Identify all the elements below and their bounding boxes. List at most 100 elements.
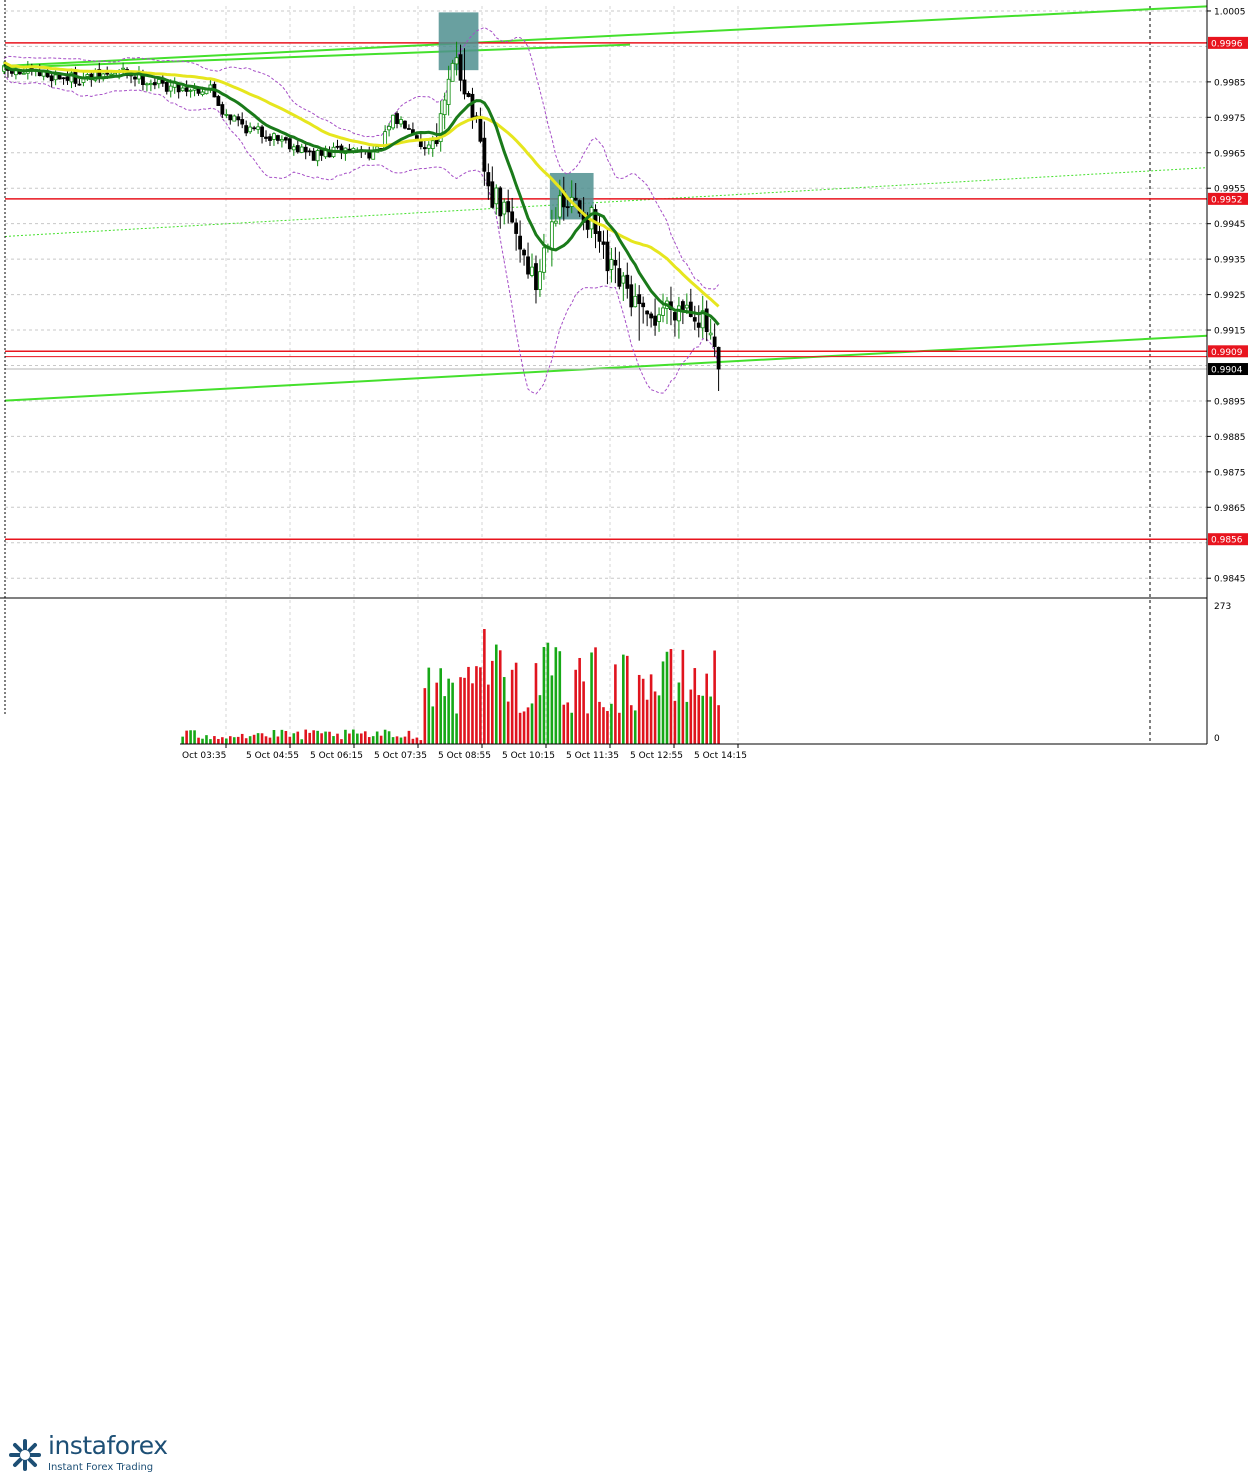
candle-body [641,302,646,308]
candle-body [395,113,399,124]
price-tick-label: 0.9935 [1214,256,1246,266]
candle-body [506,201,511,213]
volume-bar [181,736,184,744]
candle-body [478,118,483,142]
volume-bar [304,729,308,744]
volume-bar [280,729,284,744]
time-tick-label: 5 Oct 04:55 [246,751,299,761]
signal-zone [438,12,479,71]
forex-chart: 1.0005 0.9985 0.9975 0.9965 0.9955 0.9945 0.99… [0,0,1248,761]
lower-band [3,72,720,395]
volume-bar [256,733,260,744]
candle-body [601,241,606,245]
candle-body [673,312,677,321]
volume-bar [705,673,708,744]
candle-body [260,126,264,137]
time-tick-label: 5 Oct 07:35 [374,751,427,761]
volume-bar [383,729,387,744]
volume-bar [375,731,379,744]
price-tick-label: 0.9945 [1214,220,1246,230]
candle-body [514,222,519,234]
volume-bar [558,651,562,744]
candle-body [534,263,538,291]
candle-body [696,322,701,328]
candle-body [291,146,296,151]
candle-body [311,150,316,161]
volume-bar [574,669,577,744]
current-price-label: 0.9904 [1211,366,1243,376]
volume-bar [534,663,538,744]
moving-averages [3,60,720,326]
volume-bar [471,683,474,744]
candle-body [617,268,622,287]
candle-body [629,284,634,308]
volume-bar [213,736,216,744]
volume-bar [185,730,188,744]
candle-body [510,211,515,223]
volume-bar [225,738,228,744]
volume-bar [332,736,335,744]
volume-bar [622,654,625,744]
volume-bar [276,736,280,744]
candle-body [61,77,66,80]
volume-bar [272,730,276,744]
candle-body [549,221,554,251]
volume-bar [415,737,419,744]
candle-body [156,79,161,85]
volume-bar [439,668,442,744]
instaforex-logo-icon [9,1439,41,1471]
volume-bar [205,735,208,744]
candle-body [145,83,149,86]
volume-max-label: 273 [1214,602,1231,612]
volume-bar [570,712,574,744]
candle-body [625,274,630,289]
volume-bar [633,710,637,744]
candle-body [276,135,280,141]
candle-body [426,144,431,149]
candle-body [708,332,713,336]
candle-body [716,346,721,370]
volume-bar [399,737,403,744]
volume-bar [483,629,486,744]
candle-body [657,314,661,322]
volume-bar [312,730,315,744]
volume-bar [518,712,522,744]
volume-bar [260,733,264,744]
volume-bar [618,712,621,744]
time-axis-labels: Oct 03:35 5 Oct 04:55 5 Oct 06:15 5 Oct 07:… [182,744,747,761]
candle-body [21,72,26,75]
price-tick-label: 0.9885 [1214,433,1246,443]
brand-name: instaforex [48,1431,168,1460]
volume-bar [197,737,200,744]
volume-bar [232,737,236,744]
candle-body [133,76,137,80]
volume-bar [463,677,466,744]
volume-bar [657,695,661,744]
level-price-label: 0.9952 [1211,195,1243,205]
time-tick-label: 5 Oct 10:15 [502,751,555,761]
candle-body [677,305,681,322]
volume-bar [371,736,375,744]
price-tick-label: 0.9925 [1214,291,1246,301]
volume-bar [498,650,502,744]
candle-body [585,218,590,230]
price-tick-label: 0.9895 [1214,397,1246,407]
candle-body [236,116,241,121]
candle-body [688,301,693,317]
candle-body [565,206,570,209]
candle-body [446,78,451,105]
volume-bar [629,705,633,744]
level-price-label: 0.9996 [1211,39,1243,49]
price-tick-label: 0.9975 [1214,114,1246,124]
volume-bar [641,678,645,744]
time-tick-label: 5 Oct 08:55 [438,751,491,761]
volume-bar [236,736,240,744]
volume-bar [296,731,300,744]
time-tick-label: 5 Oct 12:55 [630,751,683,761]
candle-body [530,266,534,276]
volume-bar [328,731,331,744]
candle-body [502,201,507,215]
volume-min-label: 0 [1214,734,1220,744]
candle-body [77,83,82,86]
candle-body [121,67,125,70]
